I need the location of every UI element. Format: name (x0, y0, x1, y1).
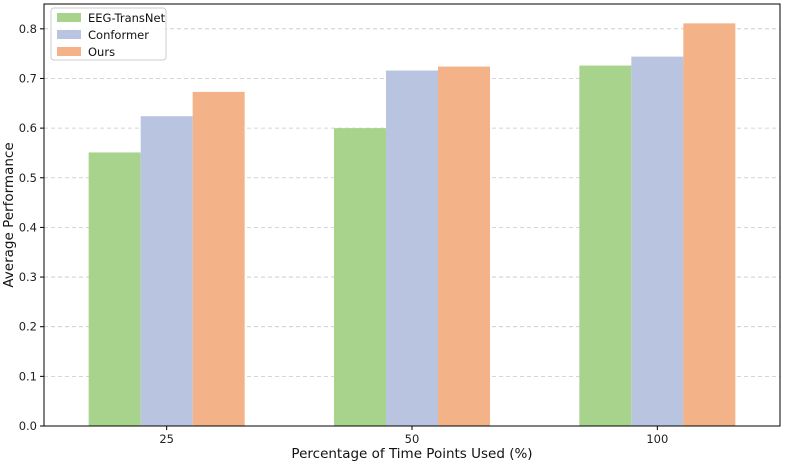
legend-swatch (57, 30, 81, 39)
bar (683, 23, 736, 426)
y-tick-label: 0.6 (19, 121, 37, 135)
bar (579, 65, 632, 427)
x-tick-label: 25 (159, 432, 174, 446)
x-axis-label: Percentage of Time Points Used (%) (291, 446, 532, 462)
y-tick-label: 0.2 (19, 320, 37, 334)
y-axis-ticks: 0.0 0.1 0.2 0.3 0.4 0.5 0.6 0.7 0.8 (19, 22, 44, 433)
legend-entry: Conformer (88, 28, 149, 42)
y-tick-label: 0.4 (19, 220, 37, 234)
bar (631, 56, 684, 426)
y-tick-label: 0.3 (19, 270, 37, 284)
x-axis-ticks: 25 50 100 (159, 426, 668, 446)
y-tick-label: 0.8 (19, 22, 37, 36)
bar (438, 66, 490, 426)
legend-swatch (57, 47, 81, 56)
x-tick-label: 50 (405, 432, 420, 446)
legend-entry: EEG-TransNet (88, 11, 166, 25)
y-axis-label: Average Performance (1, 142, 17, 287)
bars (88, 23, 736, 427)
legend-swatch (57, 13, 81, 22)
y-tick-label: 0.5 (19, 171, 37, 185)
bar (192, 91, 245, 426)
bar (140, 116, 193, 426)
y-tick-label: 0.0 (19, 419, 37, 433)
bar (386, 70, 438, 426)
bar (334, 128, 386, 426)
y-tick-label: 0.1 (19, 369, 37, 383)
x-tick-label: 100 (646, 432, 668, 446)
y-tick-label: 0.7 (19, 71, 37, 85)
legend: EEG-TransNet Conformer Ours (50, 7, 167, 61)
legend-entry: Ours (88, 45, 115, 59)
bar (88, 152, 141, 426)
